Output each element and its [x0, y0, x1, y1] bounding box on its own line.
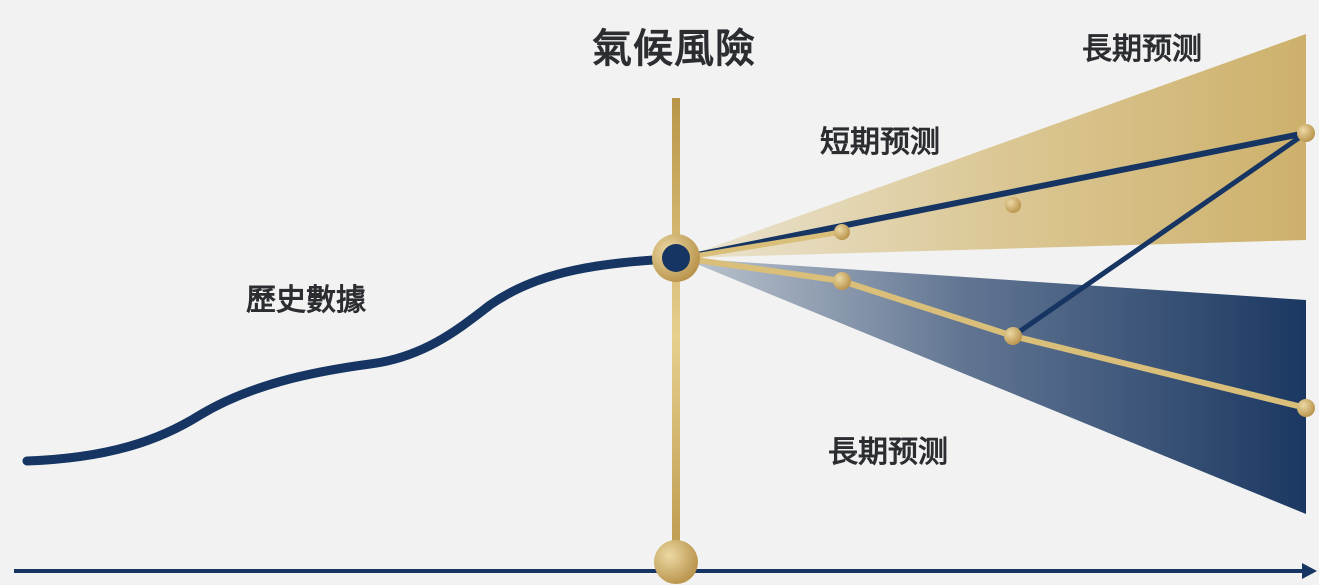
historical-data-label: 歷史數據	[246, 283, 366, 318]
long-term-forecast-line	[679, 255, 1309, 411]
long-term-lower-fan	[682, 258, 1306, 514]
diagram-title: 氣候風險	[592, 26, 756, 72]
forecast-node-long-1	[833, 272, 851, 290]
long-term-lower-label: 長期预测	[828, 435, 948, 470]
forecast-node-short-1	[834, 224, 850, 240]
short-term-forecast-line	[679, 130, 1309, 261]
historical-curve	[22, 253, 687, 466]
link-line	[1010, 130, 1309, 339]
forecast-node-short-2	[1005, 197, 1021, 213]
forecast-node-long-end	[1297, 399, 1315, 417]
present-marker-line	[672, 98, 680, 576]
forecast-node-short-end	[1297, 124, 1315, 142]
gold-upper-ray	[679, 229, 845, 261]
present-node-core	[662, 244, 690, 272]
time-axis-arrowhead	[1302, 563, 1317, 579]
short-term-label: 短期预测	[820, 125, 940, 160]
forecast-node-long-2	[1004, 327, 1022, 345]
long-term-upper-label: 長期预测	[1082, 32, 1202, 67]
time-axis-node	[654, 540, 698, 584]
long-term-upper-fan	[682, 34, 1306, 258]
